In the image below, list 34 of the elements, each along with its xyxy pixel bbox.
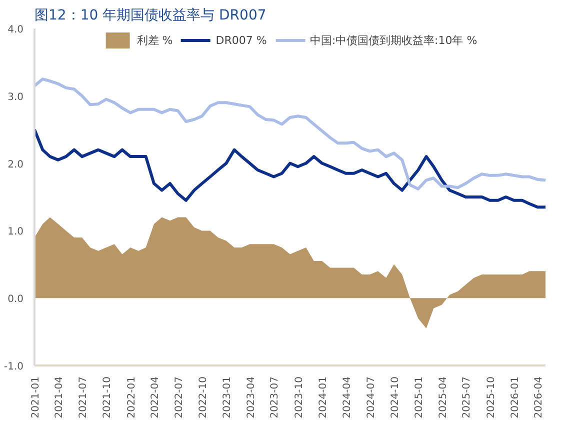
x-tick-label: 2024-01	[318, 376, 330, 418]
y-tick-label: 0.0	[8, 294, 24, 306]
x-tick-label: 2025-10	[486, 376, 497, 418]
x-tick-label: 2026-01	[510, 376, 521, 418]
y-tick-label: 2.0	[8, 159, 24, 170]
x-tick-label: 2024-10	[390, 376, 401, 418]
x-tick-label: 2025-01	[414, 376, 426, 418]
x-tick-label: 2021-10	[102, 376, 114, 418]
x-tick-label: 2022-07	[174, 376, 185, 418]
x-tick-label: 2023-07	[270, 376, 281, 418]
y-tick-label: 4.0	[8, 24, 24, 36]
x-tick-label: 2023-01	[222, 376, 234, 418]
y-tick-label: -1.0	[4, 362, 24, 372]
x-tick-label: 2023-10	[294, 376, 305, 418]
line-series	[34, 128, 546, 209]
legend-label: 中国:中债国债到期收益率:10年 %	[310, 32, 478, 48]
chart-title: 图12：10 年期国债收益率与 DR007	[34, 8, 266, 24]
y-tick-label: 1.0	[8, 226, 24, 238]
line-series	[34, 78, 546, 190]
x-tick-label: 2025-04	[438, 376, 449, 418]
x-tick-label: 2022-04	[150, 376, 161, 418]
x-tick-label: 2023-04	[246, 376, 257, 418]
x-tick-label: 2024-07	[366, 376, 377, 418]
x-tick-label: 2022-01	[126, 376, 138, 418]
x-tick-label: 2024-04	[342, 376, 353, 418]
x-tick-label: 2026-04	[534, 376, 545, 418]
x-tick-label: 2022-10	[198, 376, 210, 418]
legend-label: DR007 %	[216, 34, 267, 46]
x-tick-label: 2021-07	[78, 376, 90, 418]
y-tick-label: 3.0	[8, 92, 24, 103]
x-tick-label: 2021-01	[30, 376, 42, 418]
x-tick-label: 2025-07	[462, 376, 473, 418]
x-tick-label: 2021-04	[54, 376, 66, 418]
legend-label: 利差 %	[136, 32, 173, 48]
